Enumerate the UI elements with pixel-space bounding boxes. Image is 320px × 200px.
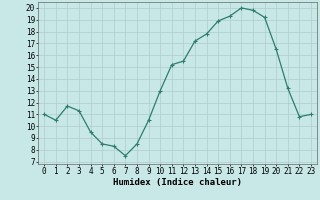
X-axis label: Humidex (Indice chaleur): Humidex (Indice chaleur) <box>113 178 242 187</box>
